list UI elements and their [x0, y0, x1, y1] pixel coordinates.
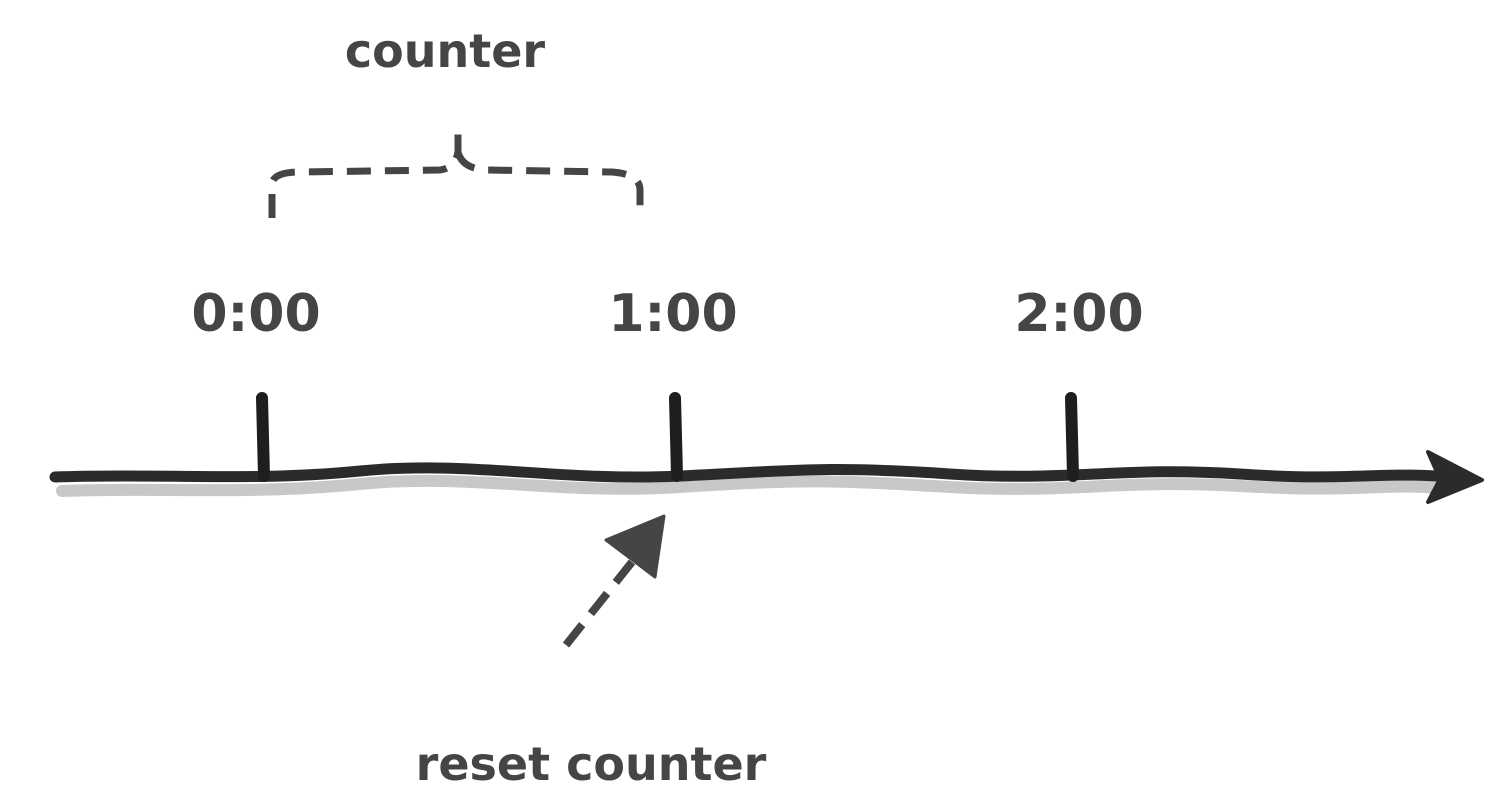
- tick-label-0: 0:00: [191, 284, 320, 344]
- counter-label: counter: [345, 24, 546, 78]
- tick-mark-1: [669, 392, 683, 482]
- tick-mark-0: [256, 392, 270, 482]
- tick-label-1: 1:00: [608, 284, 737, 344]
- tick-label-2: 2:00: [1014, 284, 1143, 344]
- reset-pointer-arrowhead: [604, 514, 666, 579]
- counter-bracket: [268, 128, 644, 218]
- reset-counter-label: reset counter: [416, 737, 767, 791]
- reset-pointer-line: [562, 559, 636, 648]
- timeline-axis: [49, 462, 1468, 484]
- timeline-arrowhead: [1426, 450, 1484, 504]
- tick-mark-2: [1065, 392, 1079, 482]
- timeline-axis-shadow: [56, 474, 1446, 497]
